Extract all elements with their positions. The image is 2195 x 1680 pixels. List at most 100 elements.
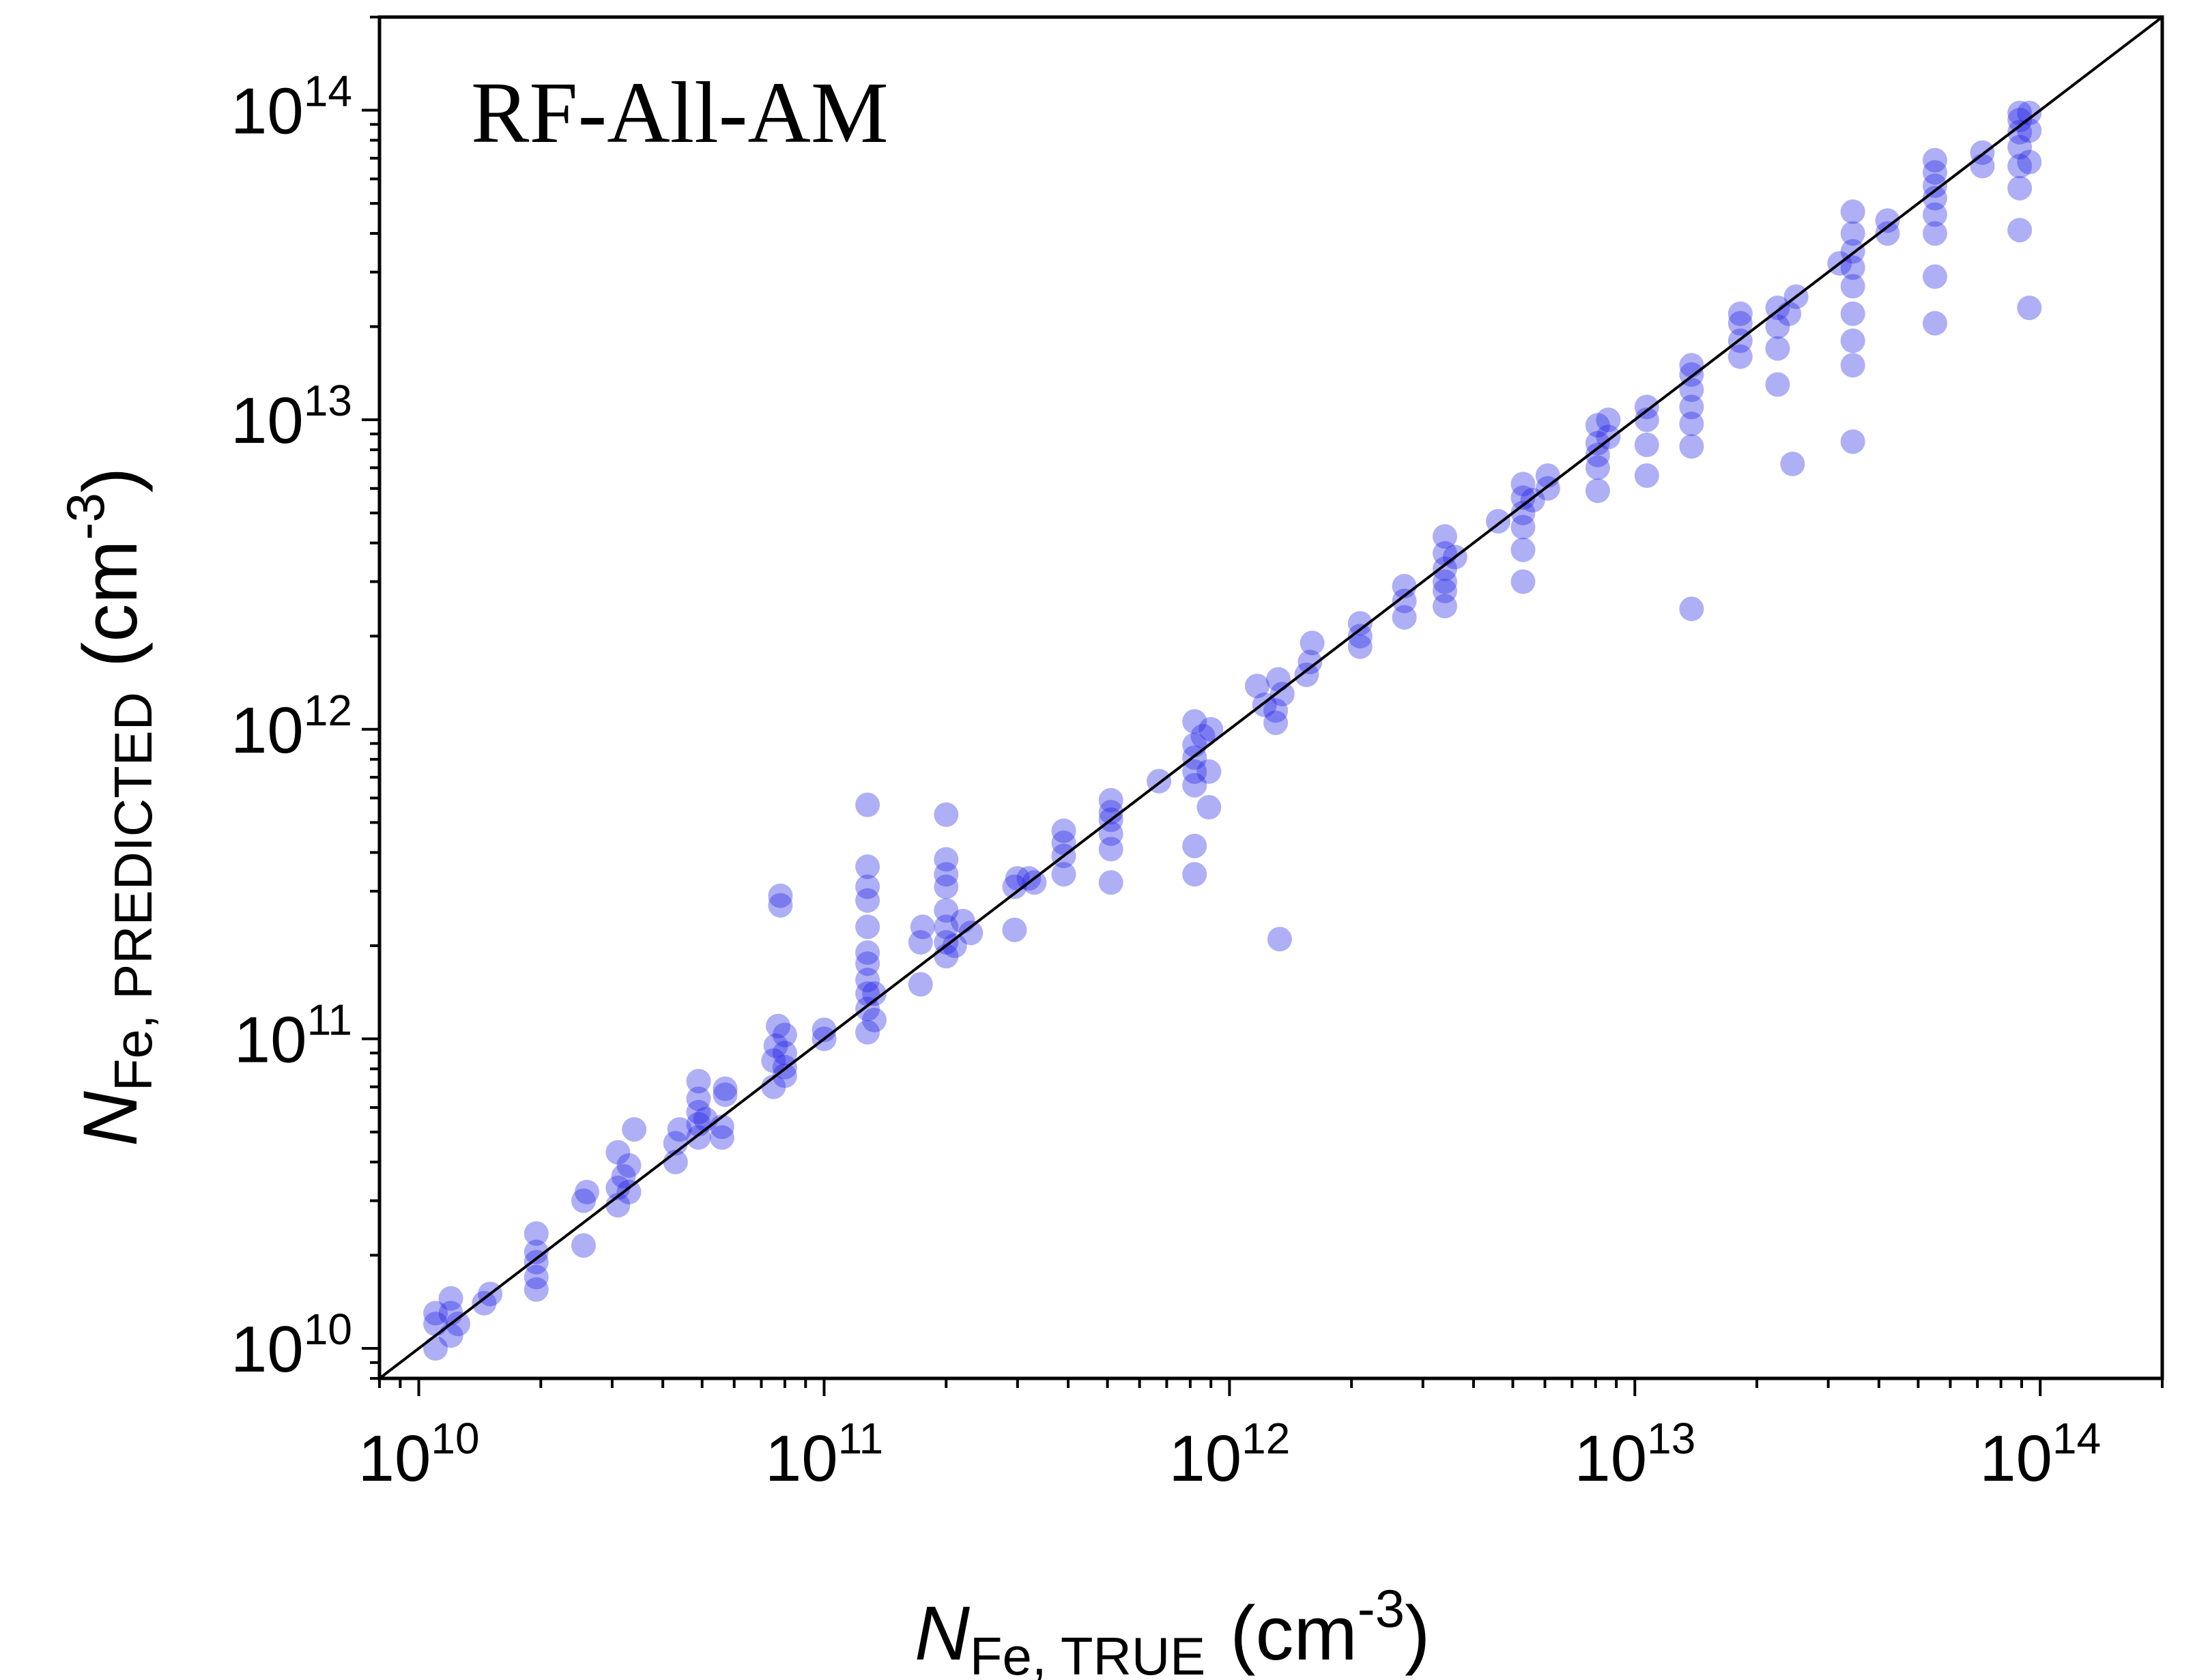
data-point: [2017, 149, 2042, 175]
data-point: [855, 951, 880, 976]
data-point: [855, 792, 880, 817]
data-point: [1727, 301, 1753, 326]
data-point: [571, 1233, 596, 1258]
data-point: [709, 1125, 734, 1150]
data-point: [1923, 264, 1947, 289]
data-point: [1923, 173, 1947, 199]
data-point: [1585, 431, 1610, 456]
data-point: [1923, 147, 1947, 173]
data-point: [523, 1239, 549, 1264]
data-point: [2017, 295, 2042, 321]
data-point: [2007, 218, 2033, 243]
data-point: [1266, 667, 1291, 692]
data-point: [934, 914, 959, 940]
data-point: [934, 930, 959, 955]
data-point: [1051, 830, 1076, 856]
data-point: [1840, 199, 1865, 225]
data-point: [1840, 353, 1865, 378]
data-point: [523, 1277, 549, 1302]
data-point: [605, 1193, 631, 1218]
data-point: [1051, 862, 1076, 887]
data-point: [1840, 274, 1865, 299]
data-point: [908, 930, 933, 955]
data-point: [958, 921, 984, 946]
data-point: [663, 1131, 688, 1156]
data-point: [1196, 759, 1222, 784]
data-point: [855, 1019, 880, 1045]
data-point: [616, 1179, 642, 1204]
data-point: [772, 1041, 797, 1066]
data-point: [1294, 662, 1319, 687]
data-point: [423, 1301, 448, 1326]
data-point: [1510, 537, 1536, 562]
data-point: [1510, 515, 1536, 540]
data-point: [1182, 709, 1207, 734]
data-point: [855, 874, 880, 899]
data-point: [1016, 866, 1042, 891]
data-point: [1634, 432, 1659, 457]
data-point: [1727, 310, 1753, 336]
data-point: [1679, 353, 1704, 378]
data-point: [862, 1007, 887, 1032]
data-point: [1002, 917, 1027, 942]
data-point: [772, 1022, 797, 1047]
data-point: [1765, 336, 1790, 361]
data-point: [1585, 413, 1610, 438]
data-point: [686, 1099, 711, 1125]
data-point: [766, 1013, 791, 1039]
data-point: [1727, 344, 1753, 369]
tick-labels: 1010 1011 1012 1013 1014 1010 1011 1012 1013 1014: [231, 67, 2101, 1495]
data-point: [605, 1140, 631, 1165]
data-point: [1098, 800, 1123, 825]
data-point: [855, 996, 880, 1022]
data-point: [1263, 710, 1289, 736]
data-point: [761, 1048, 786, 1073]
data-point: [1190, 723, 1216, 749]
data-point: [934, 874, 959, 899]
data-point: [1679, 434, 1704, 459]
data-point: [772, 1063, 797, 1088]
y-tick-label: 1010: [231, 1305, 352, 1386]
data-point: [1875, 208, 1900, 233]
data-point: [1098, 837, 1123, 862]
data-point: [2007, 119, 2033, 145]
y-tick-label: 1012: [231, 686, 352, 767]
data-point: [1433, 579, 1457, 603]
data-point: [2007, 100, 2033, 126]
x-tick-label: 1012: [1168, 1414, 1290, 1495]
data-point: [855, 914, 880, 940]
data-point: [1347, 611, 1373, 636]
data-point: [855, 968, 880, 993]
data-point: [2007, 175, 2033, 201]
data-point: [1585, 455, 1610, 480]
data-point: [423, 1336, 448, 1361]
data-point: [2007, 154, 2033, 179]
x-tick-label: 1010: [358, 1414, 480, 1495]
data-point: [1840, 255, 1865, 280]
identity-line: [378, 16, 2164, 1380]
data-point: [686, 1086, 711, 1112]
data-point: [1923, 221, 1947, 246]
data-point: [611, 1163, 636, 1189]
data-point: [1433, 524, 1457, 549]
data-point: [523, 1249, 549, 1275]
data-point: [1244, 674, 1269, 699]
data-point: [1923, 310, 1947, 336]
data-point: [1433, 569, 1457, 594]
data-point: [768, 883, 793, 908]
data-point: [1923, 186, 1947, 211]
data-point: [1765, 314, 1790, 339]
data-point: [855, 854, 880, 880]
data-point: [686, 1069, 711, 1094]
data-point: [605, 1175, 631, 1200]
data-point: [1196, 795, 1222, 820]
data-point: [1098, 870, 1123, 895]
data-point: [1765, 372, 1790, 397]
data-point: [1392, 605, 1417, 630]
data-point: [1679, 411, 1704, 437]
x-tick-label: 1014: [1979, 1414, 2101, 1495]
data-point: [1182, 759, 1207, 784]
data-point: [1392, 588, 1417, 613]
data-point: [1634, 463, 1659, 488]
